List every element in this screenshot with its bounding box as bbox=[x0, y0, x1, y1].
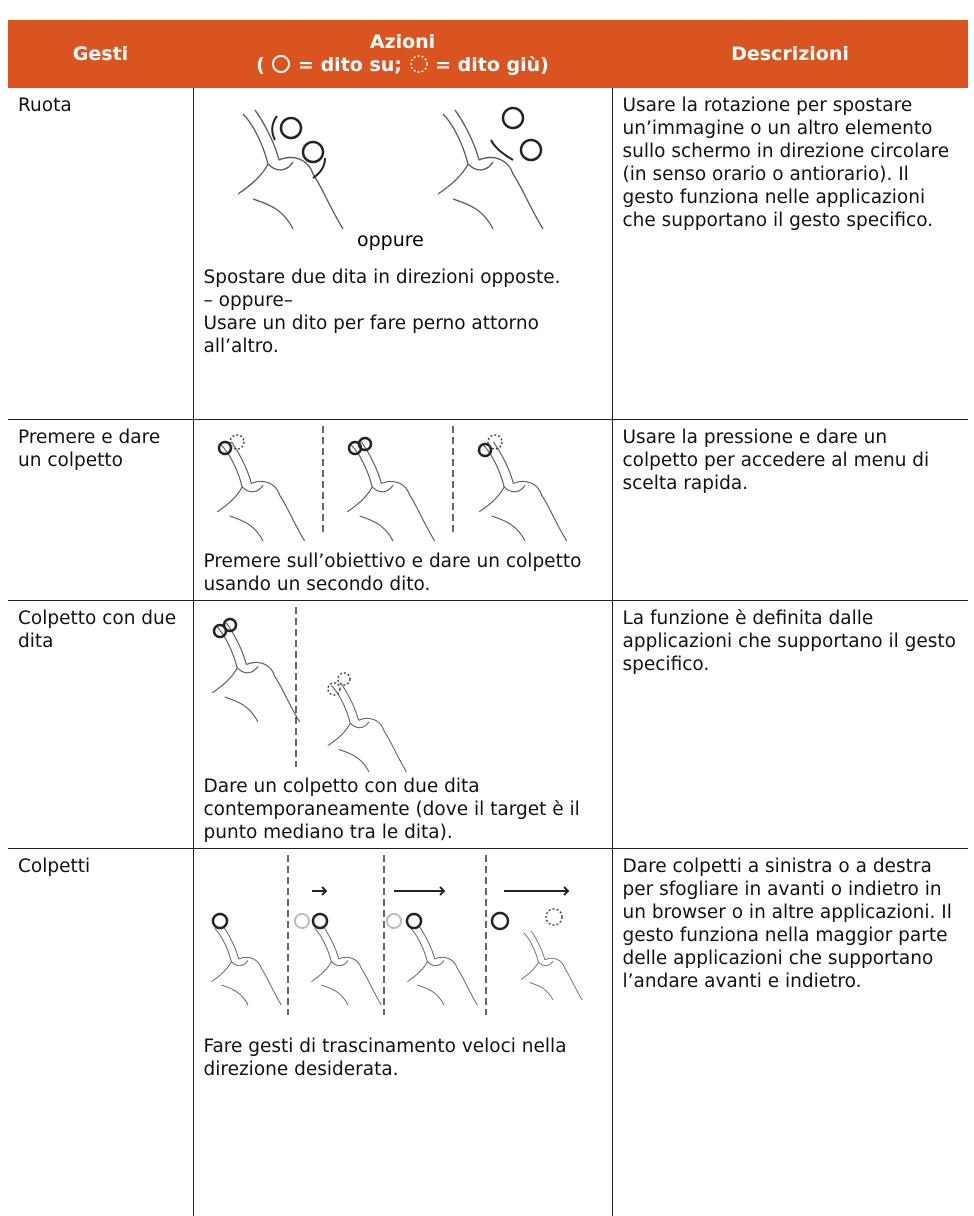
action-text: Dare un colpetto con due dita contempora… bbox=[203, 775, 580, 843]
action: Fare gesti di trascinamento veloci nella… bbox=[192, 847, 613, 1216]
description: Usare la rotazione per spostare un’immag… bbox=[622, 95, 950, 231]
header-cell: Gesti bbox=[8, 20, 193, 88]
gesture: Ruota bbox=[18, 95, 72, 116]
finger-down-icon bbox=[409, 55, 428, 73]
action-text: Premere sull’obiettivo e dare un colpett… bbox=[203, 550, 582, 595]
action: Dare un colpetto con due dita contempora… bbox=[192, 599, 613, 848]
action-text: Usare un dito per fare perno attorno all… bbox=[203, 313, 539, 357]
header-text: ( bbox=[256, 54, 265, 76]
illustration bbox=[210, 854, 583, 1015]
row: Colpetti Fare gesti di trascinamento vel… bbox=[8, 847, 968, 1216]
action: oppure Spostare due dita in direzioni op… bbox=[192, 88, 613, 419]
gesture: Colpetti bbox=[8, 847, 193, 1216]
illustration bbox=[216, 425, 567, 542]
description: Dare colpetti a sinistra o a destra per … bbox=[612, 847, 968, 1216]
row: Colpetto con due dita Dare un colpetto c… bbox=[8, 599, 968, 848]
action-text: Fare gesti di trascinamento veloci nella… bbox=[203, 1035, 567, 1080]
illustration-label: oppure bbox=[357, 229, 424, 251]
action-text: – oppure– bbox=[203, 290, 294, 311]
gesture-table: Gesti Azioni ( = dito su; = dito giù) De… bbox=[8, 20, 968, 1216]
header-row: Gesti Azioni ( = dito su; = dito giù) De… bbox=[8, 20, 968, 88]
header-text: = dito giù) bbox=[435, 54, 549, 76]
header-cell: Descrizioni bbox=[612, 20, 968, 88]
description: La funzione è definita dalle applicazion… bbox=[612, 599, 968, 848]
row: Premere e dare un colpetto Premere sull’… bbox=[8, 418, 968, 600]
header-line: ( = dito su; = dito giù) bbox=[199, 54, 606, 77]
row: Ruota oppure Spostare due dita in direzi… bbox=[8, 88, 968, 419]
header-cell: Azioni ( = dito su; = dito giù) bbox=[193, 20, 612, 88]
illustration bbox=[211, 606, 407, 772]
header-line: Azioni bbox=[369, 31, 436, 53]
illustration: oppure bbox=[236, 106, 544, 251]
description: Usare la pressione e dare un colpetto pe… bbox=[612, 418, 968, 600]
action-text: Spostare due dita in direzioni opposte. bbox=[203, 267, 561, 288]
action: Premere sull’obiettivo e dare un colpett… bbox=[192, 418, 613, 600]
gesture: Premere e dare un colpetto bbox=[8, 418, 193, 600]
finger-up-icon bbox=[272, 55, 291, 73]
gesture: Colpetto con due dita bbox=[8, 599, 193, 848]
header-text: = dito su; bbox=[298, 54, 402, 76]
